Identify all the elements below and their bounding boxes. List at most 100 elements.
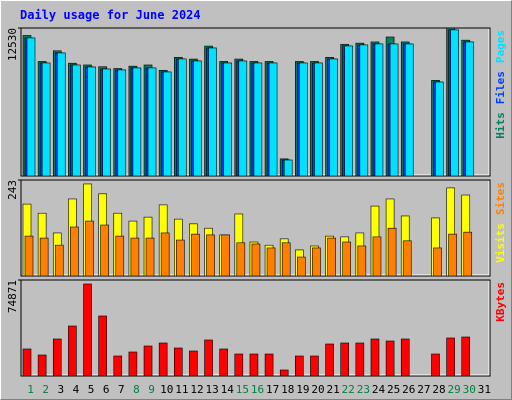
x-tick-label: 28 xyxy=(432,383,445,396)
legend-entry: Visits xyxy=(494,223,507,263)
x-tick-label: 19 xyxy=(296,383,309,396)
bar xyxy=(175,239,185,277)
legend-entry: Sites xyxy=(494,182,507,215)
x-tick-label: 12 xyxy=(190,383,203,396)
x-tick-label: 30 xyxy=(463,383,476,396)
bar xyxy=(325,343,334,377)
x-tick-label: 14 xyxy=(221,383,235,396)
bar xyxy=(342,241,352,277)
bar xyxy=(374,43,384,177)
legend-entry: Pages xyxy=(494,30,507,63)
bar xyxy=(329,58,338,177)
bar xyxy=(310,355,319,377)
x-tick-label: 18 xyxy=(281,383,294,396)
legend: KBytes xyxy=(494,282,507,322)
x-tick-label: 24 xyxy=(372,383,386,396)
bar xyxy=(208,47,217,177)
x-tick-label: 22 xyxy=(342,383,355,396)
bar xyxy=(236,242,246,277)
bar xyxy=(39,237,49,277)
bar xyxy=(312,247,321,277)
x-tick-label: 11 xyxy=(175,383,188,396)
x-tick-label: 25 xyxy=(387,383,400,396)
x-tick-label: 21 xyxy=(327,383,340,396)
bar xyxy=(450,29,459,177)
bar xyxy=(24,235,34,277)
bar xyxy=(268,62,278,177)
x-tick-label: 15 xyxy=(236,383,249,396)
x-tick-label: 5 xyxy=(88,383,95,396)
y-tick-label: 74871 xyxy=(6,280,19,313)
bar xyxy=(404,43,414,177)
bar xyxy=(283,159,293,177)
bar xyxy=(87,66,96,177)
bar xyxy=(264,353,274,377)
bar xyxy=(355,342,365,377)
bar xyxy=(83,283,92,377)
bar xyxy=(147,67,157,177)
y-tick-label: 243 xyxy=(6,180,19,200)
bar xyxy=(238,60,248,177)
bar xyxy=(372,236,382,277)
x-tick-label: 10 xyxy=(160,383,173,396)
bar xyxy=(221,234,230,277)
bar xyxy=(160,232,170,277)
legend-entry: KBytes xyxy=(494,282,507,322)
bar xyxy=(143,345,153,377)
x-tick-label: 3 xyxy=(58,383,65,396)
chart-title: Daily usage for June 2024 xyxy=(20,8,201,22)
x-tick-label: 23 xyxy=(357,383,370,396)
bar xyxy=(54,244,64,277)
legend: Hits Files Pages xyxy=(494,30,507,139)
x-tick-label: 6 xyxy=(103,383,110,396)
bar xyxy=(162,71,172,177)
bar xyxy=(158,342,168,377)
bar xyxy=(314,62,323,177)
bar xyxy=(340,342,350,377)
x-tick-label: 1 xyxy=(27,383,34,396)
bar xyxy=(72,64,81,177)
bar xyxy=(98,315,107,377)
legend: Visits Sites xyxy=(494,182,507,263)
x-tick-label: 31 xyxy=(478,383,491,396)
x-tick-label: 20 xyxy=(311,383,324,396)
bar xyxy=(102,68,111,177)
bar xyxy=(70,226,79,277)
bar xyxy=(463,231,473,277)
bar xyxy=(22,348,32,377)
bar xyxy=(402,240,412,277)
bar xyxy=(177,58,187,177)
bar xyxy=(85,220,94,277)
bar xyxy=(100,224,109,277)
bar xyxy=(251,243,261,277)
bar xyxy=(206,234,215,277)
bar xyxy=(400,338,410,377)
bar xyxy=(385,340,395,377)
bar xyxy=(193,60,202,177)
bar xyxy=(327,237,336,277)
bar xyxy=(448,233,457,277)
y-tick-label: 12530 xyxy=(6,28,19,61)
x-tick-label: 9 xyxy=(148,383,155,396)
bar xyxy=(37,354,47,377)
bar xyxy=(465,41,475,177)
bar xyxy=(219,348,228,377)
bar xyxy=(266,247,276,277)
bar xyxy=(279,369,289,377)
x-tick-label: 2 xyxy=(42,383,49,396)
bar xyxy=(223,62,232,177)
bar xyxy=(52,338,62,377)
bar xyxy=(189,350,198,377)
bar xyxy=(68,325,77,377)
bar xyxy=(389,43,399,177)
bar xyxy=(281,242,291,277)
x-tick-label: 16 xyxy=(251,383,264,396)
bar xyxy=(461,336,471,377)
bar xyxy=(113,355,123,377)
bar xyxy=(249,353,259,377)
bar xyxy=(253,62,263,177)
bar xyxy=(435,81,444,177)
bar xyxy=(387,227,397,277)
bar xyxy=(115,235,125,277)
